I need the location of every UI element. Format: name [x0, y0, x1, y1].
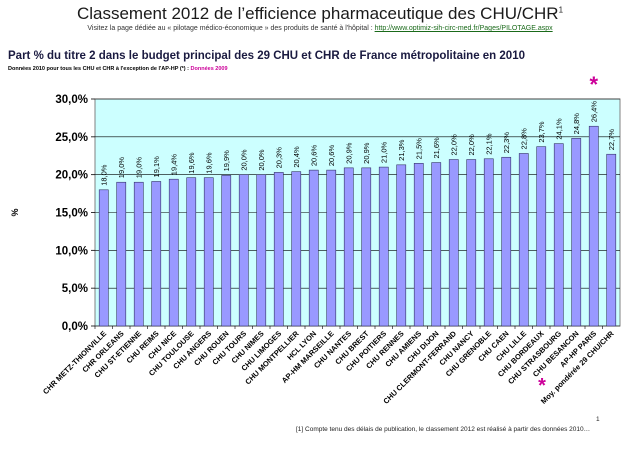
bar [378, 166, 389, 327]
chart-title: Part % du titre 2 dans le budget princip… [8, 50, 525, 62]
data-label: 19,0% [117, 157, 126, 179]
bar [448, 159, 459, 327]
bar [571, 138, 582, 327]
bar [483, 158, 494, 327]
data-label: 20,6% [327, 145, 336, 167]
data-label: 20,0% [257, 149, 266, 171]
bar [256, 174, 267, 327]
data-label: 19,6% [187, 152, 196, 174]
bar [308, 169, 319, 327]
y-tick-label: 0,0% [62, 321, 88, 333]
chart-note-text: Données 2010 pour tous les CHU et CHR à … [8, 66, 191, 72]
bar [273, 172, 284, 327]
y-tick-label: 10,0% [55, 245, 88, 257]
data-label: 19,6% [205, 152, 214, 174]
data-label: 19,0% [135, 157, 144, 179]
bar [431, 162, 442, 327]
y-tick-label: 20,0% [55, 170, 88, 182]
subline-text: Visitez la page dédiée au « pilotage méd… [87, 25, 375, 32]
bar [98, 189, 109, 327]
bar [221, 175, 232, 327]
data-label: 22,3% [502, 132, 511, 154]
data-label: 22,8% [520, 128, 529, 150]
bar [168, 178, 179, 327]
page-number: 1 [596, 416, 600, 423]
data-label: 20,4% [292, 146, 301, 168]
bar [466, 159, 477, 327]
bar [553, 143, 564, 327]
data-label: 21,6% [432, 137, 441, 159]
bar [133, 181, 144, 327]
star-marker-top: * [589, 72, 598, 97]
data-label: 19,1% [152, 156, 161, 178]
chart-note: Données 2010 pour tous les CHU et CHR à … [8, 66, 228, 72]
bar [501, 156, 512, 327]
bar [151, 181, 162, 327]
page-title: Classement 2012 de l’efficience pharmace… [0, 4, 640, 24]
data-label: 20,3% [275, 147, 284, 169]
data-label: 22,7% [607, 129, 616, 151]
data-label: 22,0% [467, 134, 476, 156]
bar [203, 177, 214, 327]
y-tick-label: 15,0% [55, 208, 88, 220]
data-label: 18,0% [100, 164, 109, 186]
y-axis-label: % [10, 208, 20, 216]
y-tick-label: 30,0% [55, 94, 88, 106]
data-label: 20,9% [362, 142, 371, 164]
bar [186, 177, 197, 327]
data-label: 24,1% [555, 118, 564, 140]
chart-note-highlight: Données 2009 [190, 66, 228, 72]
y-tick-label: 25,0% [55, 132, 88, 144]
star-marker-bottom: * [538, 375, 546, 397]
bar [588, 125, 599, 327]
title-footnote-ref: 1 [558, 5, 564, 15]
bar [238, 174, 249, 327]
data-label: 23,7% [537, 121, 546, 143]
pilotage-link[interactable]: http://www.optimiz-sih-circ-med.fr/Pages… [374, 25, 553, 32]
bar [291, 171, 302, 327]
y-tick-label: 5,0% [62, 283, 88, 295]
data-label: 21,3% [397, 139, 406, 161]
bar [413, 163, 424, 327]
data-label: 24,8% [572, 113, 581, 135]
bar [116, 181, 127, 327]
data-label: 21,5% [415, 138, 424, 160]
bar [326, 169, 337, 327]
data-label: 22,1% [485, 133, 494, 155]
data-label: 22,0% [450, 134, 459, 156]
title-text: Classement 2012 de l’efficience pharmace… [76, 4, 559, 23]
bar [361, 167, 372, 327]
data-label: 21,0% [380, 142, 389, 164]
bar [606, 153, 617, 327]
data-label: 20,9% [345, 142, 354, 164]
footnote: [1] Compte tenu des délais de publicatio… [296, 426, 591, 433]
data-label: 26,4% [590, 101, 599, 123]
bar [536, 146, 547, 327]
bar [518, 153, 529, 327]
data-label: 20,0% [240, 149, 249, 171]
data-label: 19,4% [170, 154, 179, 176]
subtitle-line: Visitez la page dédiée au « pilotage méd… [0, 25, 640, 32]
data-label: 20,6% [310, 145, 319, 167]
data-label: 19,9% [222, 150, 231, 172]
bar [343, 167, 354, 327]
bar [396, 164, 407, 327]
